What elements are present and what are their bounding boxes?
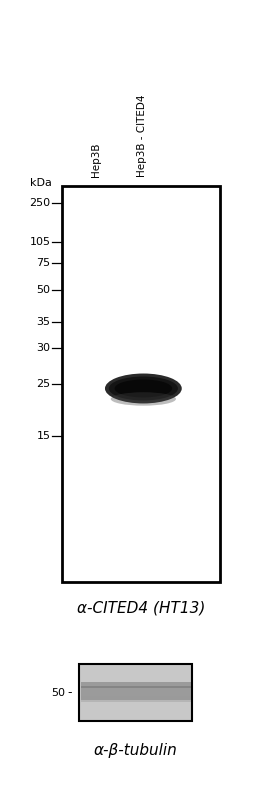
Text: 35: 35 [36,318,50,327]
Text: 250: 250 [29,199,50,208]
Text: 50: 50 [51,688,65,697]
Text: α-CITED4 (HT13): α-CITED4 (HT13) [77,600,205,616]
Text: -: - [68,686,72,699]
Ellipse shape [109,377,178,400]
Ellipse shape [115,380,172,397]
Bar [81,696,191,702]
Bar [62,186,220,582]
Bar [81,682,191,688]
Text: Hep3B: Hep3B [91,143,101,177]
Ellipse shape [105,374,182,403]
Bar [79,664,192,721]
Text: α-β-tubulin: α-β-tubulin [94,742,178,758]
Text: Hep3B - CITED4: Hep3B - CITED4 [137,95,147,177]
Text: 75: 75 [36,258,50,268]
Text: 50: 50 [36,285,50,295]
Text: 30: 30 [36,343,50,352]
Bar [79,664,192,721]
Text: kDa: kDa [30,178,52,188]
Text: 105: 105 [29,237,50,247]
Text: 15: 15 [36,431,50,440]
Ellipse shape [111,392,176,406]
Text: 25: 25 [36,379,50,388]
Bar [81,686,191,700]
